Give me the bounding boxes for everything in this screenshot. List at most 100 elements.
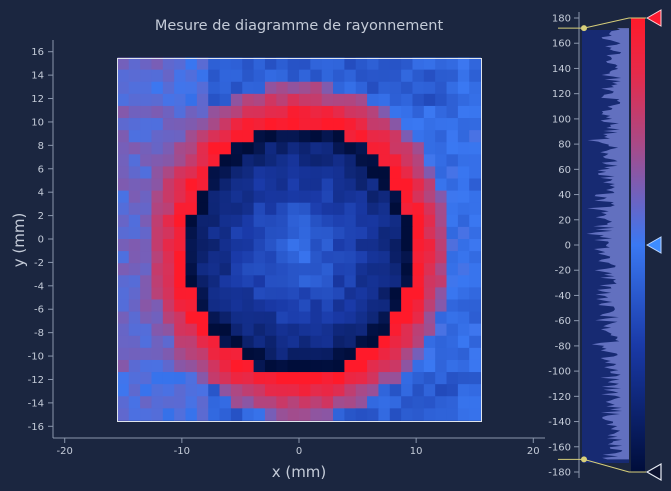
heatmap-cell bbox=[219, 396, 232, 409]
heatmap-cell bbox=[230, 275, 243, 288]
upper-limit-marker[interactable] bbox=[645, 9, 662, 27]
lower-limit-marker[interactable] bbox=[645, 462, 662, 482]
heatmap-cell bbox=[174, 408, 186, 421]
heatmap-cell bbox=[287, 299, 300, 312]
heatmap-cell bbox=[219, 408, 232, 421]
heatmap-cell bbox=[140, 154, 152, 167]
heatmap-cell bbox=[162, 323, 175, 337]
heatmap-cell bbox=[333, 275, 345, 288]
heatmap-cell bbox=[446, 118, 459, 131]
heatmap-cell bbox=[446, 105, 459, 119]
heatmap-cell bbox=[355, 130, 368, 143]
center-marker[interactable] bbox=[645, 236, 662, 254]
heatmap-cell bbox=[230, 93, 243, 107]
heatmap-cell bbox=[151, 239, 164, 252]
heatmap-cell bbox=[117, 335, 130, 349]
heatmap-cell bbox=[253, 57, 266, 71]
heatmap-cell bbox=[264, 287, 277, 300]
heatmap-cell bbox=[287, 105, 300, 119]
heatmap-cell bbox=[446, 372, 459, 385]
heatmap-cell bbox=[128, 263, 141, 276]
heatmap-cell bbox=[208, 347, 220, 361]
heatmap-cell bbox=[174, 372, 186, 385]
heatmap-cell bbox=[128, 178, 141, 192]
heatmap-cell bbox=[128, 81, 141, 95]
heatmap-cell bbox=[423, 299, 436, 312]
heatmap-cell bbox=[208, 372, 220, 385]
heatmap-cell bbox=[128, 299, 141, 312]
heatmap-cell bbox=[469, 130, 481, 143]
heatmap-cell bbox=[264, 93, 277, 107]
heatmap-cell bbox=[435, 154, 447, 167]
heatmap-cell bbox=[264, 105, 277, 119]
heatmap-cell bbox=[264, 190, 277, 204]
heatmap-cell bbox=[162, 154, 175, 167]
heatmap-cell bbox=[253, 202, 266, 216]
heatmap-cell bbox=[367, 130, 379, 143]
heatmap-cell bbox=[276, 190, 289, 204]
heatmap-cell bbox=[457, 105, 470, 119]
heatmap-cell bbox=[264, 251, 277, 264]
heatmap-cell bbox=[162, 190, 175, 204]
heatmap-cell bbox=[264, 69, 277, 83]
heatmap-cell bbox=[185, 69, 198, 83]
heatmap-cell bbox=[264, 178, 277, 192]
heatmap-cell bbox=[162, 118, 175, 131]
heatmap-cell bbox=[389, 323, 402, 337]
heatmap-cell bbox=[128, 105, 141, 119]
heatmap-cell bbox=[412, 190, 425, 204]
heatmap-cell bbox=[423, 239, 436, 252]
heatmap-cell bbox=[299, 226, 311, 240]
heatmap-cell bbox=[321, 202, 334, 216]
heatmap-cell bbox=[253, 154, 266, 167]
heatmap-cell bbox=[344, 287, 357, 300]
heatmap-cell bbox=[412, 214, 425, 228]
y-tick-label: -16 bbox=[28, 422, 44, 433]
heatmap-cell bbox=[162, 214, 175, 228]
heatmap-cell bbox=[117, 396, 130, 409]
heatmap-cell bbox=[196, 335, 209, 349]
heatmap-cell bbox=[321, 275, 334, 288]
heatmap-cell bbox=[435, 69, 447, 83]
heatmap-cell bbox=[299, 311, 311, 325]
heatmap-cell bbox=[185, 396, 198, 409]
heatmap-cell bbox=[117, 311, 130, 325]
colorbar[interactable]: 180 160 140 120 100 80 60 40 20 0 -20 -40 -60 -80 -100… bbox=[548, 9, 662, 482]
heatmap-cell bbox=[219, 190, 232, 204]
heatmap-cell bbox=[196, 311, 209, 325]
heatmap-cell bbox=[457, 299, 470, 312]
heatmap-cell bbox=[435, 263, 447, 276]
heatmap-cell bbox=[196, 190, 209, 204]
heatmap-cell bbox=[185, 81, 198, 95]
heatmap-cell bbox=[401, 118, 413, 131]
heatmap-cell bbox=[276, 166, 289, 179]
heatmap-cell bbox=[276, 226, 289, 240]
heatmap-cell bbox=[344, 384, 357, 397]
heatmap-plot[interactable] bbox=[117, 57, 482, 422]
heatmap-cell bbox=[412, 323, 425, 337]
heatmap-cell bbox=[423, 178, 436, 192]
heatmap-cell bbox=[287, 81, 300, 95]
heatmap-cell bbox=[457, 93, 470, 107]
heatmap-cell bbox=[185, 202, 198, 216]
heatmap-cell bbox=[389, 251, 402, 264]
heatmap-cell bbox=[389, 408, 402, 421]
heatmap-cell bbox=[435, 178, 447, 192]
heatmap-cell bbox=[435, 105, 447, 119]
heatmap-cell bbox=[253, 214, 266, 228]
heatmap-cell bbox=[310, 372, 323, 385]
heatmap-cell bbox=[230, 299, 243, 312]
heatmap-cell bbox=[321, 130, 334, 143]
heatmap-cell bbox=[151, 275, 164, 288]
heatmap-cell bbox=[333, 239, 345, 252]
heatmap-cell bbox=[469, 384, 481, 397]
heatmap-cell bbox=[276, 69, 289, 83]
heatmap-cell bbox=[333, 214, 345, 228]
heatmap-cell bbox=[446, 408, 459, 421]
heatmap-cell bbox=[367, 396, 379, 409]
heatmap-cell bbox=[151, 190, 164, 204]
heatmap-cell bbox=[219, 214, 232, 228]
heatmap-cell bbox=[469, 178, 481, 192]
heatmap-cell bbox=[208, 359, 220, 373]
heatmap-cell bbox=[196, 396, 209, 409]
